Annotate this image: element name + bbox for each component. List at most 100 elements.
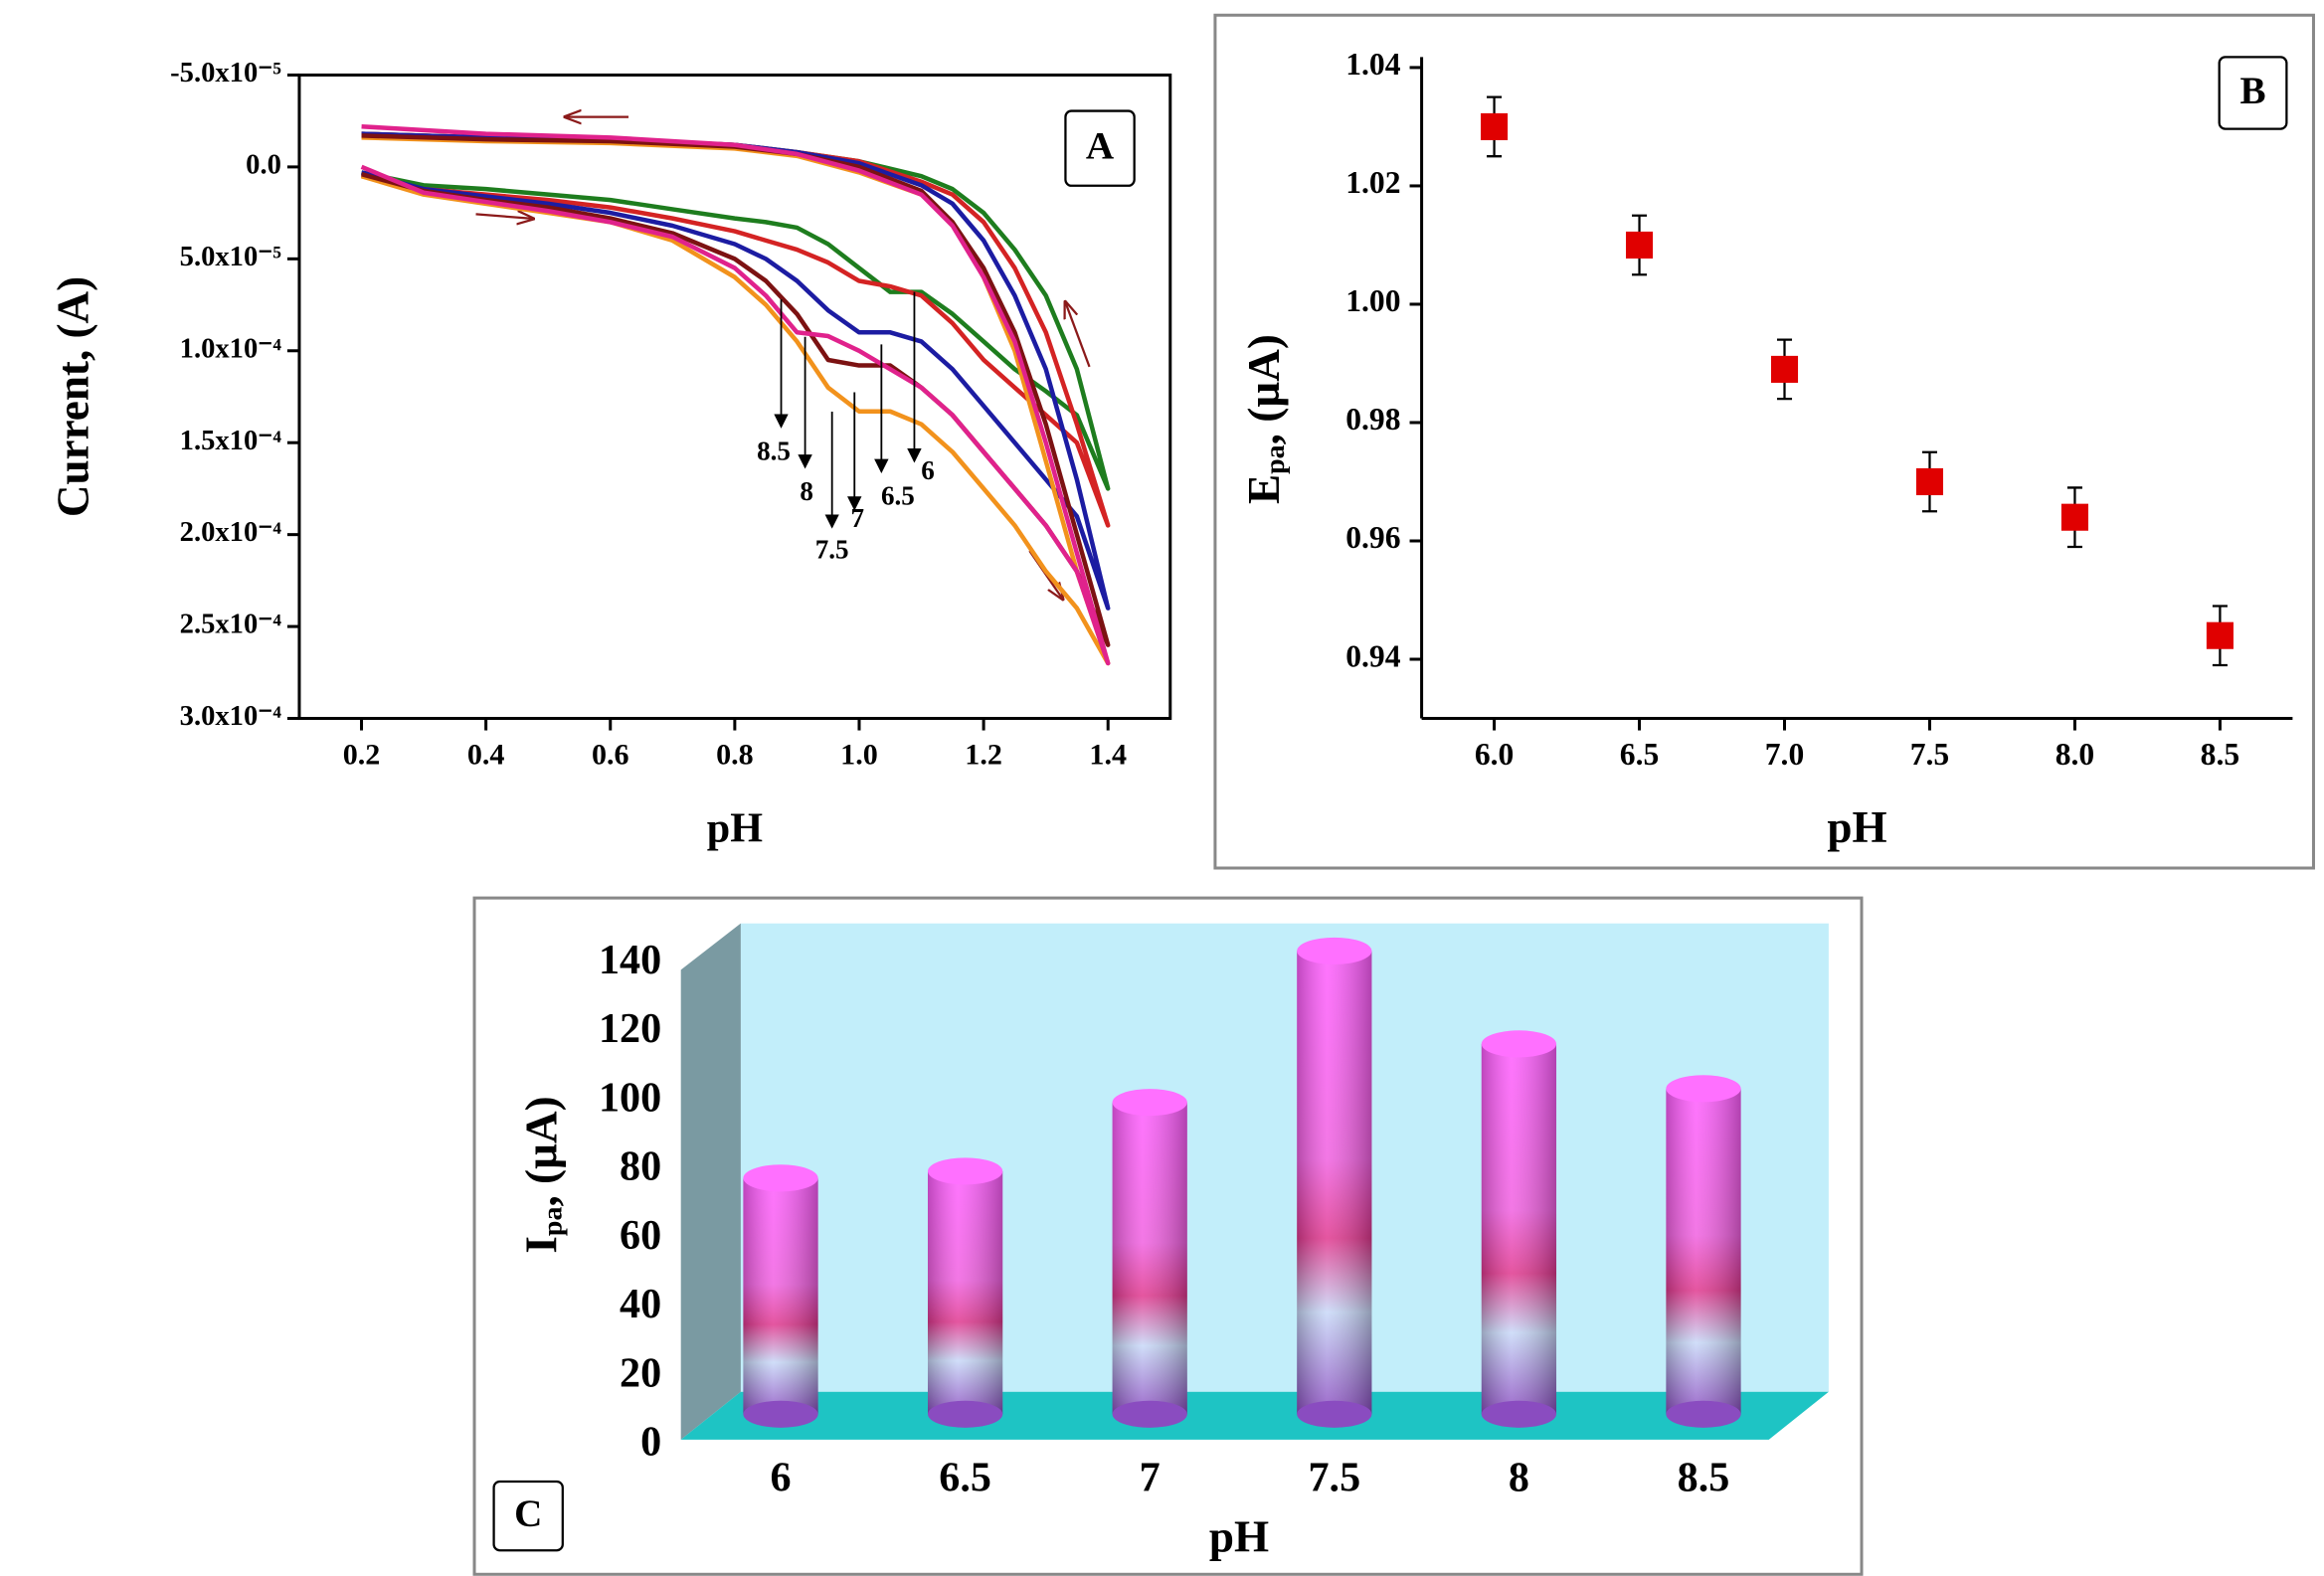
cylinder-top <box>743 1164 818 1192</box>
cylinder-top <box>1666 1075 1741 1103</box>
y-tick-label: 1.00 <box>1345 283 1400 318</box>
panel-frame <box>1213 13 2315 870</box>
plot-frame <box>297 73 1172 721</box>
panel-letter: C <box>514 1492 542 1535</box>
y-tick-label: 0 <box>640 1419 661 1466</box>
cylinder-top <box>1297 937 1372 964</box>
y-tick-label: 1.02 <box>1345 165 1400 200</box>
x-tick-label: 8.5 <box>2201 737 2240 772</box>
y-tick-label: 5.0x10⁻⁵ <box>180 242 281 272</box>
cylinder-shade <box>743 1177 818 1415</box>
x-tick-label: 7.0 <box>1765 737 1805 772</box>
y-axis-label-part: , (µA) <box>1239 334 1289 444</box>
x-tick-label: 6.5 <box>939 1455 991 1501</box>
x-tick-label: 8 <box>1509 1455 1529 1501</box>
cylinder-shade <box>1297 951 1372 1415</box>
panel-letter: A <box>1086 125 1114 168</box>
x-tick-label: 0.8 <box>716 738 754 772</box>
cylinder-shade <box>1481 1043 1557 1415</box>
scan-arrows <box>475 117 1091 600</box>
x-tick-label: 0.4 <box>467 738 505 772</box>
data-point <box>1915 467 1944 496</box>
y-axis-label-part: I <box>517 1236 567 1254</box>
series-label: 7 <box>850 503 864 533</box>
x-tick-label: 1.2 <box>965 738 1002 772</box>
data-point <box>1625 231 1654 259</box>
y-axis-label: Epa, (µA) <box>1239 334 1291 504</box>
y-axis-label-part: pa <box>538 1207 569 1237</box>
x-tick-label: 7.5 <box>1910 737 1949 772</box>
x-tick-label: 6.0 <box>1475 737 1515 772</box>
x-tick-label: 6 <box>770 1455 791 1501</box>
data-point <box>1481 112 1509 140</box>
data-point <box>2060 503 2088 531</box>
cv-curve <box>360 131 1111 611</box>
series-label: 8.5 <box>757 436 791 465</box>
y-tick-label: 0.98 <box>1345 402 1400 437</box>
x-axis-label: pH <box>1827 802 1886 852</box>
cylinder-base <box>743 1400 818 1428</box>
cv-curve <box>360 123 1111 666</box>
cylinder-top <box>1112 1089 1187 1117</box>
floor <box>680 1391 1829 1440</box>
panel-letter-box <box>1064 109 1136 187</box>
x-tick-label: 1.0 <box>840 738 878 772</box>
y-axis-label-part: , (µA) <box>517 1096 567 1206</box>
cylinder-base <box>1666 1400 1741 1428</box>
cylinder-base <box>1481 1400 1557 1428</box>
y-tick-label: 1.0x10⁻⁴ <box>180 333 282 364</box>
y-axis-label-part: E <box>1239 474 1289 504</box>
y-tick-label: 0.94 <box>1345 638 1400 673</box>
y-axis-label: Ipa, (µA) <box>517 1096 569 1253</box>
x-tick-label: 1.4 <box>1089 738 1127 772</box>
back-wall <box>740 923 1829 1392</box>
cylinder-shade <box>927 1170 1003 1415</box>
cylinder-shade <box>1666 1088 1741 1415</box>
panel-frame <box>472 896 1864 1576</box>
y-tick-label: 20 <box>620 1349 661 1396</box>
cv-curve <box>360 133 1111 647</box>
cylinder-base <box>1112 1400 1187 1428</box>
panel-letter: B <box>2239 70 2265 112</box>
panel-letter-box <box>2218 56 2288 130</box>
panel-letter-box <box>492 1480 564 1552</box>
series-label: 8 <box>800 476 813 506</box>
y-tick-label: 40 <box>620 1281 661 1327</box>
y-axis-label-part: pa <box>1261 444 1292 474</box>
y-tick-label: 2.5x10⁻⁴ <box>180 610 282 640</box>
y-axis-label: Current, (A) <box>49 276 98 517</box>
y-tick-label: 80 <box>620 1143 661 1190</box>
y-tick-label: 3.0x10⁻⁴ <box>180 701 282 732</box>
x-axis-label: pH <box>707 805 763 852</box>
side-wall <box>680 923 741 1440</box>
y-tick-label: 0.96 <box>1345 520 1400 555</box>
y-tick-label: 0.0 <box>246 149 281 180</box>
data-point <box>1770 355 1799 383</box>
data-point <box>2206 621 2234 649</box>
y-tick-label: 1.5x10⁻⁴ <box>180 426 282 456</box>
cylinder-base <box>1297 1400 1372 1428</box>
y-tick-label: -5.0x10⁻⁵ <box>170 58 281 88</box>
y-tick-label: 120 <box>599 1005 661 1052</box>
cylinder-base <box>927 1400 1003 1428</box>
x-tick-label: 7 <box>1140 1455 1161 1501</box>
cylinder-top <box>927 1157 1003 1185</box>
y-tick-label: 140 <box>599 937 661 983</box>
y-tick-label: 2.0x10⁻⁴ <box>180 517 282 548</box>
y-tick-label: 100 <box>599 1074 661 1121</box>
x-tick-label: 8.5 <box>1678 1455 1730 1501</box>
cylinder-top <box>1481 1030 1557 1058</box>
x-axis-label: pH <box>1209 1512 1269 1562</box>
y-tick-label: 1.04 <box>1345 47 1400 82</box>
series-label: 6.5 <box>881 481 915 511</box>
x-tick-label: 7.5 <box>1308 1455 1360 1501</box>
x-tick-label: 6.5 <box>1620 737 1659 772</box>
x-tick-label: 0.6 <box>592 738 629 772</box>
cylinder-shade <box>1112 1102 1187 1415</box>
x-tick-label: 8.0 <box>2056 737 2095 772</box>
series-label: 6 <box>921 455 935 485</box>
y-tick-label: 60 <box>620 1212 661 1259</box>
series-label: 7.5 <box>815 535 849 565</box>
x-tick-label: 0.2 <box>343 738 381 772</box>
